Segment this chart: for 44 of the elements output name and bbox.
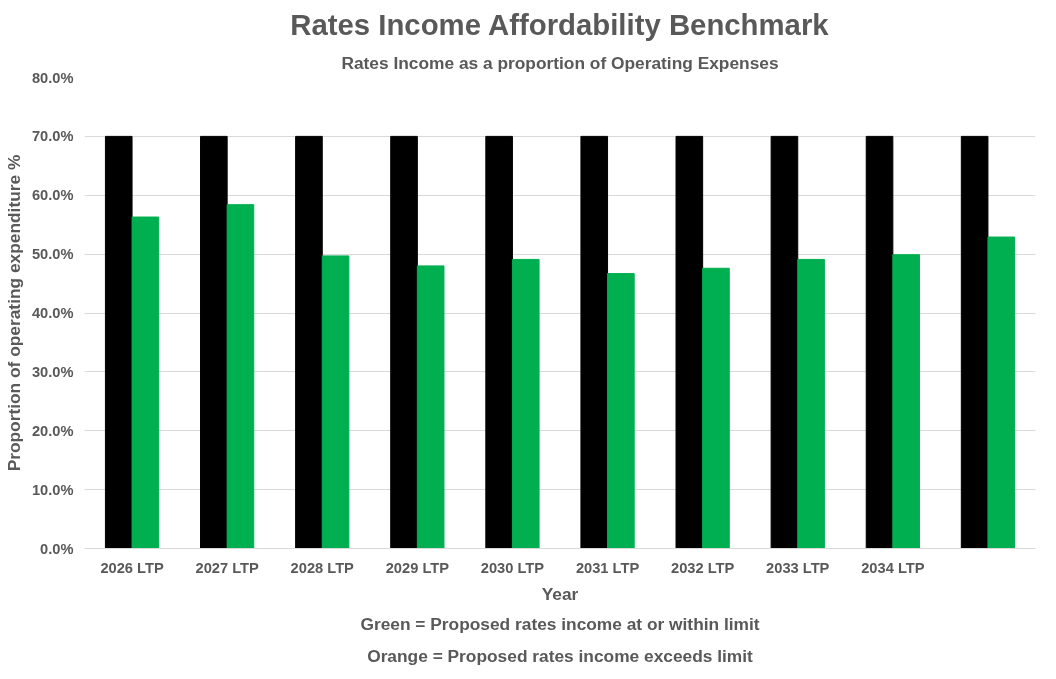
bar	[226, 204, 255, 549]
y-tick-label: 0.0%	[40, 540, 74, 557]
y-axis-title: Proportion of operating expenditure %	[3, 154, 24, 472]
x-tick-label: 2031 LTP	[575, 559, 640, 576]
text: Green = Proposed rates income at or within limit	[360, 613, 760, 634]
x-tick-label: 2032 LTP	[671, 559, 735, 576]
x-tick-label: 2030 LTP	[480, 559, 545, 576]
bar	[892, 254, 920, 549]
bar	[104, 135, 133, 549]
bar	[416, 265, 445, 549]
y-tick-label: 20.0%	[31, 422, 74, 439]
bar	[960, 135, 989, 549]
bar	[390, 135, 418, 549]
x-axis-title: Year	[541, 583, 579, 604]
chart-subtitle: Rates Income as a proportion of Operating Expenses	[341, 52, 779, 73]
bar	[321, 255, 350, 549]
bar	[131, 216, 160, 549]
bar	[797, 258, 825, 549]
y-tick-label: 70.0%	[31, 128, 74, 145]
bar	[987, 236, 1016, 549]
bar	[702, 267, 730, 549]
x-tick-label: 2026 LTP	[100, 559, 164, 576]
y-tick-label: 80.0%	[31, 69, 74, 86]
bar	[865, 135, 894, 549]
bar	[200, 135, 228, 549]
bar	[770, 135, 799, 549]
text: Orange = Proposed rates income exceeds limit	[367, 645, 754, 666]
bar	[295, 135, 323, 549]
bar	[675, 135, 704, 549]
y-tick-label: 30.0%	[31, 363, 74, 380]
x-tick-label: 2033 LTP	[766, 559, 830, 576]
x-tick-label: 2027 LTP	[195, 559, 260, 576]
chart-title: Rates Income Affordability Benchmark	[290, 7, 830, 41]
bar	[485, 135, 513, 549]
bar	[580, 135, 609, 549]
bar	[511, 258, 540, 549]
y-tick-label: 40.0%	[31, 305, 74, 321]
bar	[607, 273, 635, 549]
x-tick-label: 2029 LTP	[385, 559, 450, 576]
x-tick-label: 2034 LTP	[861, 559, 925, 576]
x-tick-label: 2028 LTP	[290, 559, 355, 576]
y-tick-label: 60.0%	[31, 187, 74, 204]
y-tick-label: 10.0%	[31, 481, 74, 498]
y-tick-label: 50.0%	[31, 246, 74, 263]
